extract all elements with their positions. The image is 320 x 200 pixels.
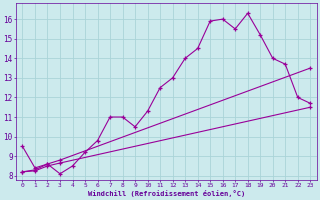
X-axis label: Windchill (Refroidissement éolien,°C): Windchill (Refroidissement éolien,°C): [88, 190, 245, 197]
